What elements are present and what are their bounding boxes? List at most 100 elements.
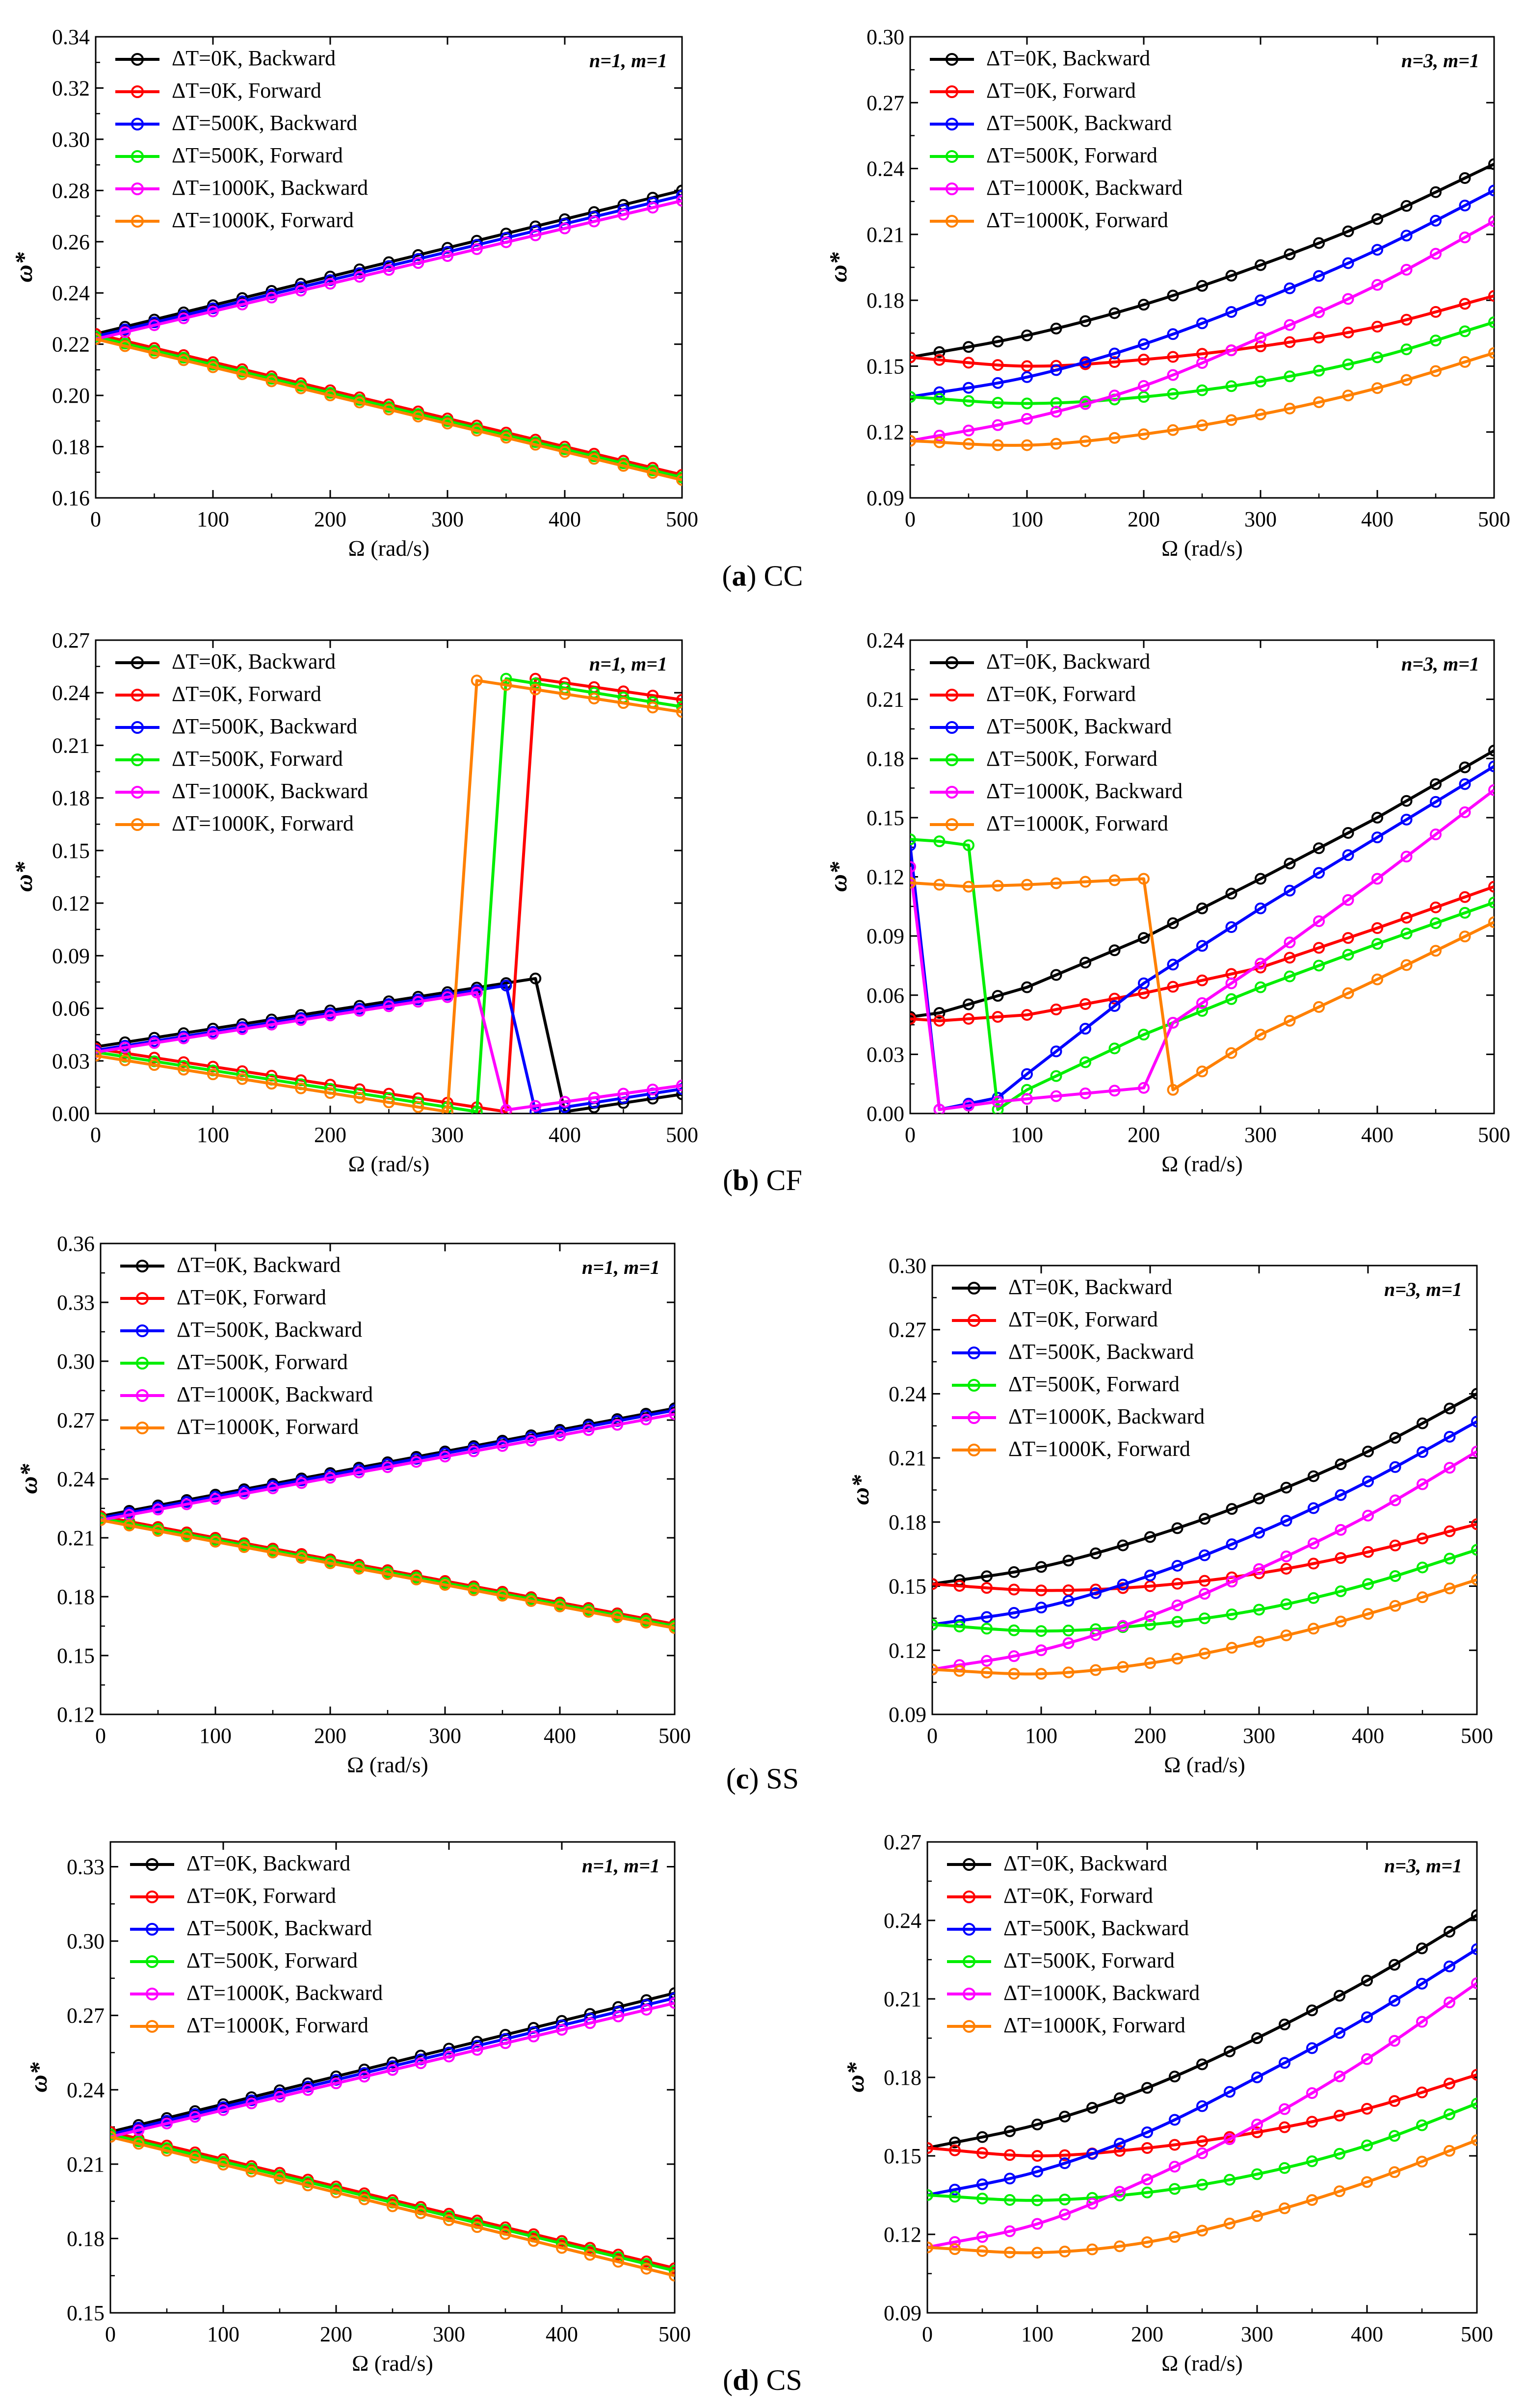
series-marker-0: [1225, 887, 1237, 900]
series-marker-5: [669, 2270, 675, 2282]
legend-label: ΔT=0K, Forward: [986, 682, 1136, 706]
series-marker-5: [1114, 2240, 1126, 2253]
series-marker-5: [1050, 877, 1062, 889]
series-marker-0: [1416, 1942, 1428, 1954]
series-marker-2: [1471, 1416, 1477, 1428]
series-marker-2: [676, 189, 682, 202]
y-axis-label: ω*: [841, 2062, 869, 2092]
series-marker-2: [1255, 902, 1266, 914]
series-marker-5: [302, 2179, 314, 2192]
series-marker-5: [1144, 1657, 1156, 1669]
series-marker-1: [1459, 298, 1471, 310]
series-marker-4: [1308, 1537, 1319, 1550]
series-line-4: [110, 2001, 675, 2139]
y-tick-label: 0.33: [57, 1291, 95, 1315]
y-axis-label: ω*: [10, 861, 37, 892]
legend-marker: [136, 1422, 149, 1434]
series-marker-5: [525, 1595, 537, 1607]
series-marker-1: [1114, 2145, 1126, 2157]
legend-marker: [946, 85, 958, 98]
legend-marker: [146, 1858, 158, 1871]
legend-marker: [131, 85, 144, 98]
series-marker-3: [1008, 1624, 1020, 1636]
series-marker-2: [1416, 1978, 1428, 1990]
y-tick-label: 0.24: [57, 1467, 95, 1491]
series-marker-2: [992, 377, 1004, 389]
series-marker-5: [274, 2173, 286, 2185]
series-marker-4: [525, 1435, 537, 1447]
x-tick-label: 500: [658, 1724, 691, 1748]
series-marker-4: [178, 312, 190, 324]
series-marker-5: [1108, 874, 1121, 886]
series-marker-5: [647, 701, 659, 714]
series-marker-2: [1444, 1430, 1456, 1443]
series-marker-5: [1279, 2202, 1290, 2214]
series-marker-0: [265, 285, 278, 297]
series-marker-4: [1021, 413, 1033, 425]
series-marker-5: [265, 1078, 278, 1090]
series-marker-4: [1004, 2225, 1016, 2237]
series-marker-4: [1342, 293, 1354, 305]
chart-b-left: 0 100 200 300 400 500 0.00 0.03 0.06 0.09 0.12 0.15…: [10, 628, 698, 1176]
series-marker-0: [1079, 957, 1091, 969]
y-tick-label: 0.36: [57, 1232, 95, 1256]
series-marker-3: [1430, 917, 1442, 929]
series-marker-3: [1488, 896, 1494, 908]
series-marker-3: [1059, 2194, 1071, 2206]
series-marker-4: [1167, 1017, 1179, 1029]
plot-frame: [909, 36, 1495, 499]
series-marker-2: [1108, 1000, 1121, 1012]
x-axis-label: Ω (rad/s): [1164, 1752, 1245, 1777]
series-marker-3: [1167, 388, 1179, 400]
series-marker-4: [617, 1087, 630, 1100]
series-marker-5: [1459, 356, 1471, 368]
legend-marker: [946, 215, 958, 228]
y-tick-label: 0.27: [867, 91, 904, 115]
chart-d-left: 0 100 200 300 400 500 0.15 0.18 0.21 0.24 0.27 0.30…: [25, 1841, 691, 2376]
legend: ΔT=0K, Backward ΔT=0K, Forward ΔT=500K, Ba…: [115, 649, 368, 835]
series-marker-1: [1459, 891, 1471, 903]
series-marker-2: [1035, 1602, 1047, 1614]
series-marker-5: [1362, 1608, 1374, 1620]
y-tick-label: 0.12: [57, 1703, 95, 1727]
series-marker-5: [96, 1050, 102, 1062]
series-marker-4: [1488, 215, 1494, 227]
series-marker-1: [1108, 356, 1121, 368]
series-marker-5: [265, 375, 278, 388]
legend: ΔT=0K, Backward ΔT=0K, Forward ΔT=500K, Ba…: [120, 1253, 373, 1439]
series-marker-4: [189, 2111, 201, 2123]
series-marker-3: [933, 393, 946, 405]
series-marker-4: [933, 429, 946, 441]
series-marker-2: [1279, 2057, 1290, 2069]
series-marker-3: [1224, 2174, 1236, 2186]
series-marker-4: [238, 1488, 250, 1500]
series-marker-5: [471, 2221, 483, 2233]
y-tick-label: 0.24: [884, 1909, 921, 1933]
series-marker-3: [1313, 364, 1325, 377]
series-marker-3: [1169, 2183, 1181, 2195]
x-tick-label: 200: [1128, 1123, 1160, 1147]
series-line-4: [96, 991, 682, 1112]
series-marker-0: [1008, 1566, 1020, 1578]
legend-marker: [146, 1923, 158, 1936]
series-marker-4: [963, 424, 974, 437]
legend-label: ΔT=0K, Backward: [986, 649, 1150, 673]
y-tick-label: 0.15: [884, 2144, 921, 2168]
series-marker-0: [1342, 827, 1354, 839]
series-marker-4: [148, 319, 160, 332]
series-marker-2: [1224, 2086, 1236, 2098]
series-marker-3: [1371, 938, 1383, 950]
series-marker-2: [1031, 2166, 1043, 2177]
series-marker-1: [992, 1010, 1004, 1023]
x-tick-label: 0: [905, 1123, 916, 1147]
series-marker-3: [1108, 1042, 1121, 1055]
series-marker-0: [1306, 2004, 1318, 2017]
chart-a-right: 0 100 200 300 400 500 0.09 0.12 0.15 0.18 0.21 0.24…: [824, 25, 1510, 561]
series-marker-4: [1169, 2161, 1181, 2173]
mode-annotation: n=3, m=1: [1401, 653, 1479, 675]
series-marker-2: [676, 1083, 682, 1095]
series-marker-5: [148, 1059, 160, 1071]
series-marker-2: [1471, 1943, 1477, 1955]
